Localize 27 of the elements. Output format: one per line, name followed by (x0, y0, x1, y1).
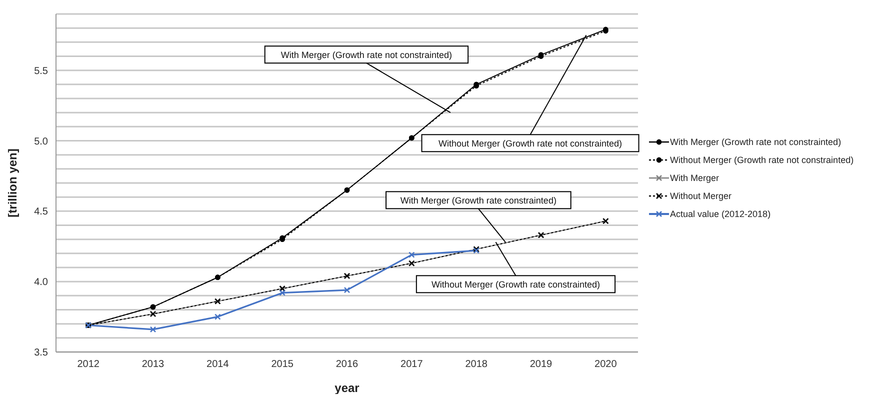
x-tick-label: 2017 (400, 359, 424, 370)
x-tick-label: 2014 (206, 359, 230, 370)
annotation: With Merger (Growth rate constrainted) (400, 195, 556, 206)
annotation: Without Merger (Growth rate not constrainted) (438, 138, 622, 148)
legend-label: Without Merger (Growth rate not constrainted) (670, 155, 854, 165)
legend-label: Actual value (2012-2018) (670, 209, 771, 219)
x-tick-label: 2013 (142, 359, 165, 370)
y-tick-label: 3.5 (34, 348, 48, 359)
x-tick-label: 2012 (77, 359, 100, 370)
legend-label: With Merger (Growth rate not constrainted) (670, 137, 842, 147)
x-tick-label: 2018 (465, 359, 488, 370)
x-tick-label: 2019 (530, 359, 553, 370)
callout-box: With Merger (Growth rate not constrainted) (264, 46, 469, 114)
x-tick-label: 2020 (594, 359, 618, 370)
y-axis-title: [trillion yen] (5, 148, 20, 218)
y-tick-label: 4.0 (34, 277, 48, 288)
legend-label: With Merger (670, 173, 720, 183)
y-tick-label: 5.5 (34, 66, 48, 77)
y-tick-label: 4.5 (34, 206, 48, 218)
annotation: Without Merger (Growth rate constrainted) (431, 279, 600, 290)
annotation: With Merger (Growth rate not constrainted) (280, 50, 452, 60)
callout-box: Without Merger (Growth rate constrainted) (416, 242, 616, 294)
y-tick-label: 5.0 (34, 136, 48, 148)
legend-label: Without Merger (670, 191, 732, 201)
x-tick-label: 2016 (336, 359, 359, 370)
x-tick-label: 2015 (271, 359, 294, 370)
callout-box: With Merger (Growth rate constrainted) (386, 191, 572, 243)
